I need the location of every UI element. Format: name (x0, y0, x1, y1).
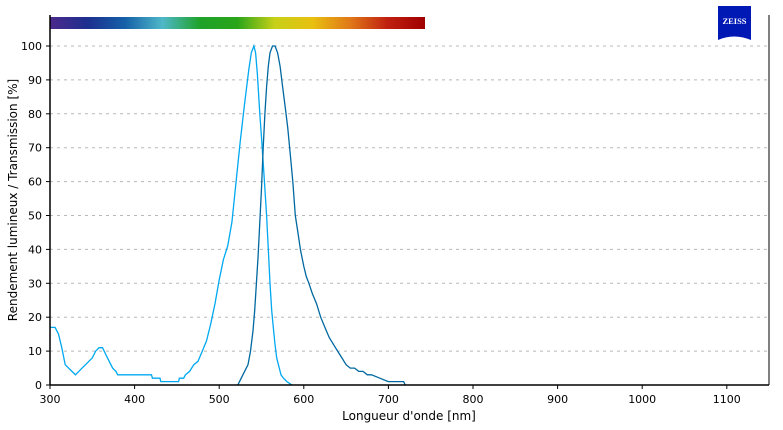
x-axis-label: Longueur d'onde [nm] (342, 409, 476, 423)
y-tick-label: 40 (28, 243, 42, 256)
x-tick-label: 600 (293, 393, 314, 406)
y-tick-label: 30 (28, 277, 42, 290)
y-tick-label: 60 (28, 176, 42, 189)
y-tick-label: 50 (28, 210, 42, 223)
series-group (50, 43, 406, 386)
series-line-1 (50, 43, 293, 386)
x-tick-label: 800 (463, 393, 484, 406)
series-line-2 (237, 45, 406, 386)
zeiss-logo: ZEISS (718, 6, 751, 40)
x-tick-label: 1000 (628, 393, 656, 406)
x-tick-label: 1100 (713, 393, 741, 406)
y-tick-label: 0 (35, 379, 42, 392)
x-tick-label: 700 (378, 393, 399, 406)
spectrum-color-bar (50, 17, 425, 29)
logo-text: ZEISS (722, 16, 746, 26)
y-tick-label: 100 (21, 40, 42, 53)
x-tick-label: 500 (209, 393, 230, 406)
y-tick-label: 90 (28, 74, 42, 87)
y-tick-label: 70 (28, 142, 42, 155)
axes: 0 10 20 30 40 50 60 70 80 90 100 300 400 500 600 700 800… (21, 15, 770, 406)
x-tick-label: 900 (547, 393, 568, 406)
y-axis-label: Rendement lumineux / Transmission [%] (6, 79, 20, 321)
y-tick-label: 80 (28, 108, 42, 121)
x-tick-label: 400 (124, 393, 145, 406)
y-tick-label: 10 (28, 345, 42, 358)
logo-shape (718, 6, 751, 40)
x-tick-label: 300 (40, 393, 61, 406)
grid (50, 45, 769, 352)
y-tick-label: 20 (28, 311, 42, 324)
